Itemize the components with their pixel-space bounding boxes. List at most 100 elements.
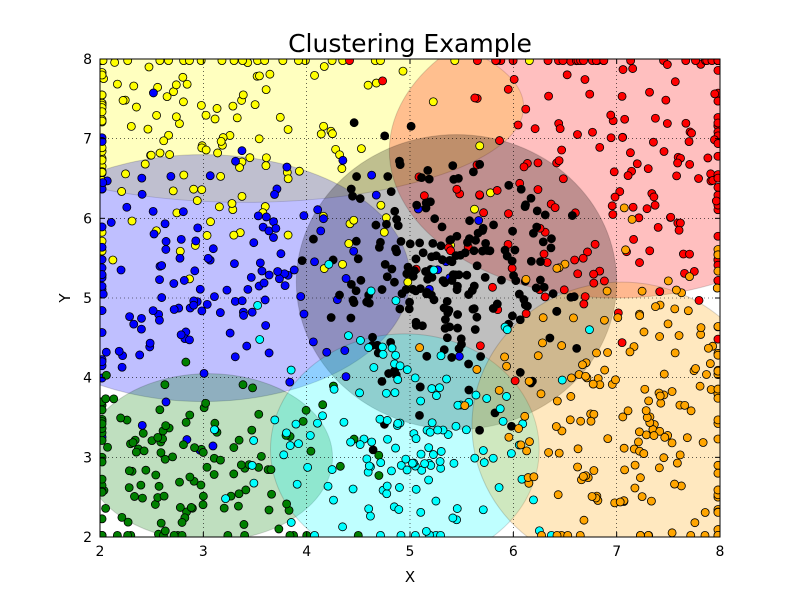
cluster-0-point bbox=[265, 69, 275, 79]
cluster-1-point bbox=[673, 158, 683, 168]
cluster-5-point bbox=[433, 425, 443, 435]
cluster-0-point bbox=[192, 196, 202, 205]
cluster-3-point bbox=[440, 323, 450, 333]
cluster-3-point bbox=[463, 237, 472, 247]
cluster-6-point bbox=[611, 375, 620, 385]
cluster-4-point bbox=[177, 531, 187, 537]
cluster-1-point bbox=[713, 334, 720, 344]
cluster-4-point bbox=[160, 526, 170, 536]
cluster-2-point bbox=[149, 229, 159, 239]
cluster-4-point bbox=[100, 531, 107, 537]
cluster-1-point bbox=[643, 164, 653, 174]
cluster-0-point bbox=[238, 90, 248, 100]
cluster-0-point bbox=[110, 59, 120, 67]
cluster-4-point bbox=[175, 503, 185, 512]
cluster-0-point bbox=[294, 59, 303, 65]
cluster-3-point bbox=[464, 359, 473, 369]
cluster-1-point bbox=[588, 127, 597, 137]
cluster-2-point bbox=[341, 274, 351, 283]
cluster-2-point bbox=[341, 372, 351, 382]
cluster-0-point bbox=[171, 112, 181, 122]
cluster-4-point bbox=[247, 425, 257, 435]
cluster-0-point bbox=[376, 200, 386, 210]
cluster-2-point bbox=[273, 267, 283, 276]
cluster-0-point bbox=[123, 59, 133, 65]
cluster-6-point bbox=[623, 406, 633, 416]
cluster-2-point bbox=[271, 223, 281, 233]
cluster-0-point bbox=[100, 116, 107, 126]
cluster-4-point bbox=[168, 452, 177, 462]
x-tick-label: 4 bbox=[302, 544, 311, 560]
cluster-3-point bbox=[390, 277, 399, 287]
cluster-5-point bbox=[247, 461, 257, 470]
cluster-5-point bbox=[452, 504, 462, 513]
cluster-2-point bbox=[135, 350, 145, 360]
cluster-5-point bbox=[427, 418, 437, 428]
cluster-5-point bbox=[339, 417, 349, 427]
cluster-1-point bbox=[521, 309, 531, 319]
cluster-4-point bbox=[202, 462, 212, 472]
cluster-1-point bbox=[651, 113, 660, 123]
cluster-6-point bbox=[589, 466, 599, 475]
cluster-1-point bbox=[578, 253, 588, 263]
cluster-0-point bbox=[100, 90, 107, 100]
cluster-3-point bbox=[326, 313, 336, 322]
cluster-2-point bbox=[137, 189, 147, 199]
cluster-1-point bbox=[557, 145, 567, 155]
cluster-4-point bbox=[374, 471, 384, 480]
cluster-3-point bbox=[488, 304, 498, 313]
cluster-2-point bbox=[100, 222, 107, 232]
cluster-2-point bbox=[215, 308, 225, 317]
cluster-0-point bbox=[278, 59, 288, 65]
cluster-0-point bbox=[475, 141, 485, 151]
cluster-3-point bbox=[374, 242, 384, 252]
cluster-3-point bbox=[390, 206, 400, 216]
cluster-5-point bbox=[424, 475, 434, 485]
cluster-1-point bbox=[558, 174, 568, 184]
cluster-3-point bbox=[393, 221, 403, 231]
cluster-6-point bbox=[670, 348, 680, 358]
cluster-6-point bbox=[627, 214, 637, 224]
cluster-4-point bbox=[198, 491, 208, 501]
cluster-2-point bbox=[129, 319, 139, 329]
cluster-3-point bbox=[453, 323, 462, 333]
cluster-1-point bbox=[378, 76, 388, 86]
cluster-4-point bbox=[185, 410, 195, 420]
cluster-3-point bbox=[453, 310, 463, 319]
cluster-2-point bbox=[285, 377, 295, 387]
cluster-1-point bbox=[599, 276, 609, 286]
cluster-1-point bbox=[649, 192, 659, 202]
cluster-1-point bbox=[533, 185, 543, 194]
cluster-3-point bbox=[386, 187, 396, 197]
cluster-2-point bbox=[114, 346, 124, 356]
cluster-3-point bbox=[380, 131, 390, 141]
cluster-5-point bbox=[391, 296, 401, 306]
cluster-1-point bbox=[713, 118, 720, 128]
cluster-5-point bbox=[378, 349, 388, 359]
cluster-3-point bbox=[462, 270, 472, 280]
cluster-6-point bbox=[705, 359, 715, 368]
cluster-4-point bbox=[306, 446, 316, 456]
cluster-0-point bbox=[129, 81, 139, 91]
cluster-3-point bbox=[464, 290, 474, 299]
x-tick-label: 7 bbox=[612, 544, 621, 560]
cluster-0-point bbox=[171, 80, 181, 90]
cluster-6-point bbox=[460, 401, 470, 410]
cluster-0-point bbox=[155, 148, 165, 158]
cluster-1-point bbox=[628, 202, 638, 212]
cluster-0-point bbox=[216, 136, 226, 146]
cluster-5-point bbox=[428, 450, 438, 459]
cluster-0-point bbox=[108, 255, 118, 265]
cluster-1-point bbox=[659, 147, 669, 156]
cluster-6-point bbox=[686, 406, 696, 416]
cluster-2-point bbox=[197, 306, 207, 316]
cluster-6-point bbox=[655, 391, 665, 401]
cluster-0-point bbox=[524, 59, 534, 65]
cluster-5-point bbox=[410, 531, 420, 537]
cluster-3-point bbox=[545, 333, 555, 343]
cluster-2-point bbox=[122, 202, 132, 212]
cluster-2-point bbox=[160, 219, 170, 229]
cluster-5-point bbox=[420, 459, 430, 469]
cluster-6-point bbox=[525, 437, 534, 447]
cluster-6-point bbox=[504, 432, 514, 442]
